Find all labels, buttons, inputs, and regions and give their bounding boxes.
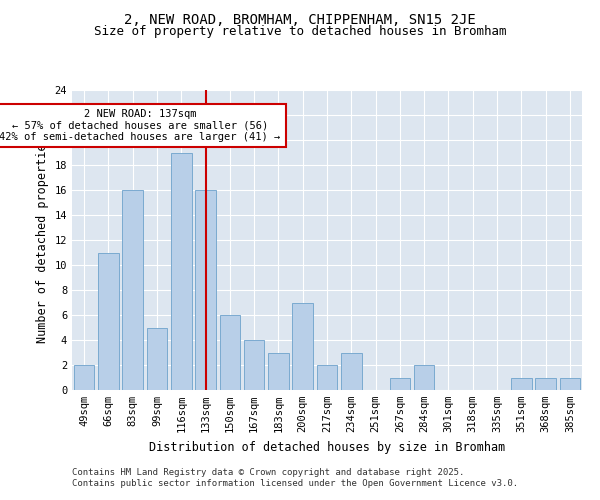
Bar [341,352,362,390]
Bar [74,365,94,390]
Bar [171,152,191,390]
Bar [317,365,337,390]
Bar [268,352,289,390]
Bar [220,315,240,390]
Bar [414,365,434,390]
Text: Size of property relative to detached houses in Bromham: Size of property relative to detached ho… [94,25,506,38]
Bar [98,252,119,390]
Bar [389,378,410,390]
Bar [122,190,143,390]
Y-axis label: Number of detached properties: Number of detached properties [36,136,49,344]
Text: Contains HM Land Registry data © Crown copyright and database right 2025.
Contai: Contains HM Land Registry data © Crown c… [72,468,518,487]
Bar [146,328,167,390]
Bar [244,340,265,390]
Bar [292,302,313,390]
Text: 2 NEW ROAD: 137sqm
← 57% of detached houses are smaller (56)
42% of semi-detache: 2 NEW ROAD: 137sqm ← 57% of detached hou… [0,109,281,142]
Text: 2, NEW ROAD, BROMHAM, CHIPPENHAM, SN15 2JE: 2, NEW ROAD, BROMHAM, CHIPPENHAM, SN15 2… [124,12,476,26]
Bar [511,378,532,390]
Bar [535,378,556,390]
Bar [195,190,216,390]
Bar [560,378,580,390]
X-axis label: Distribution of detached houses by size in Bromham: Distribution of detached houses by size … [149,440,505,454]
